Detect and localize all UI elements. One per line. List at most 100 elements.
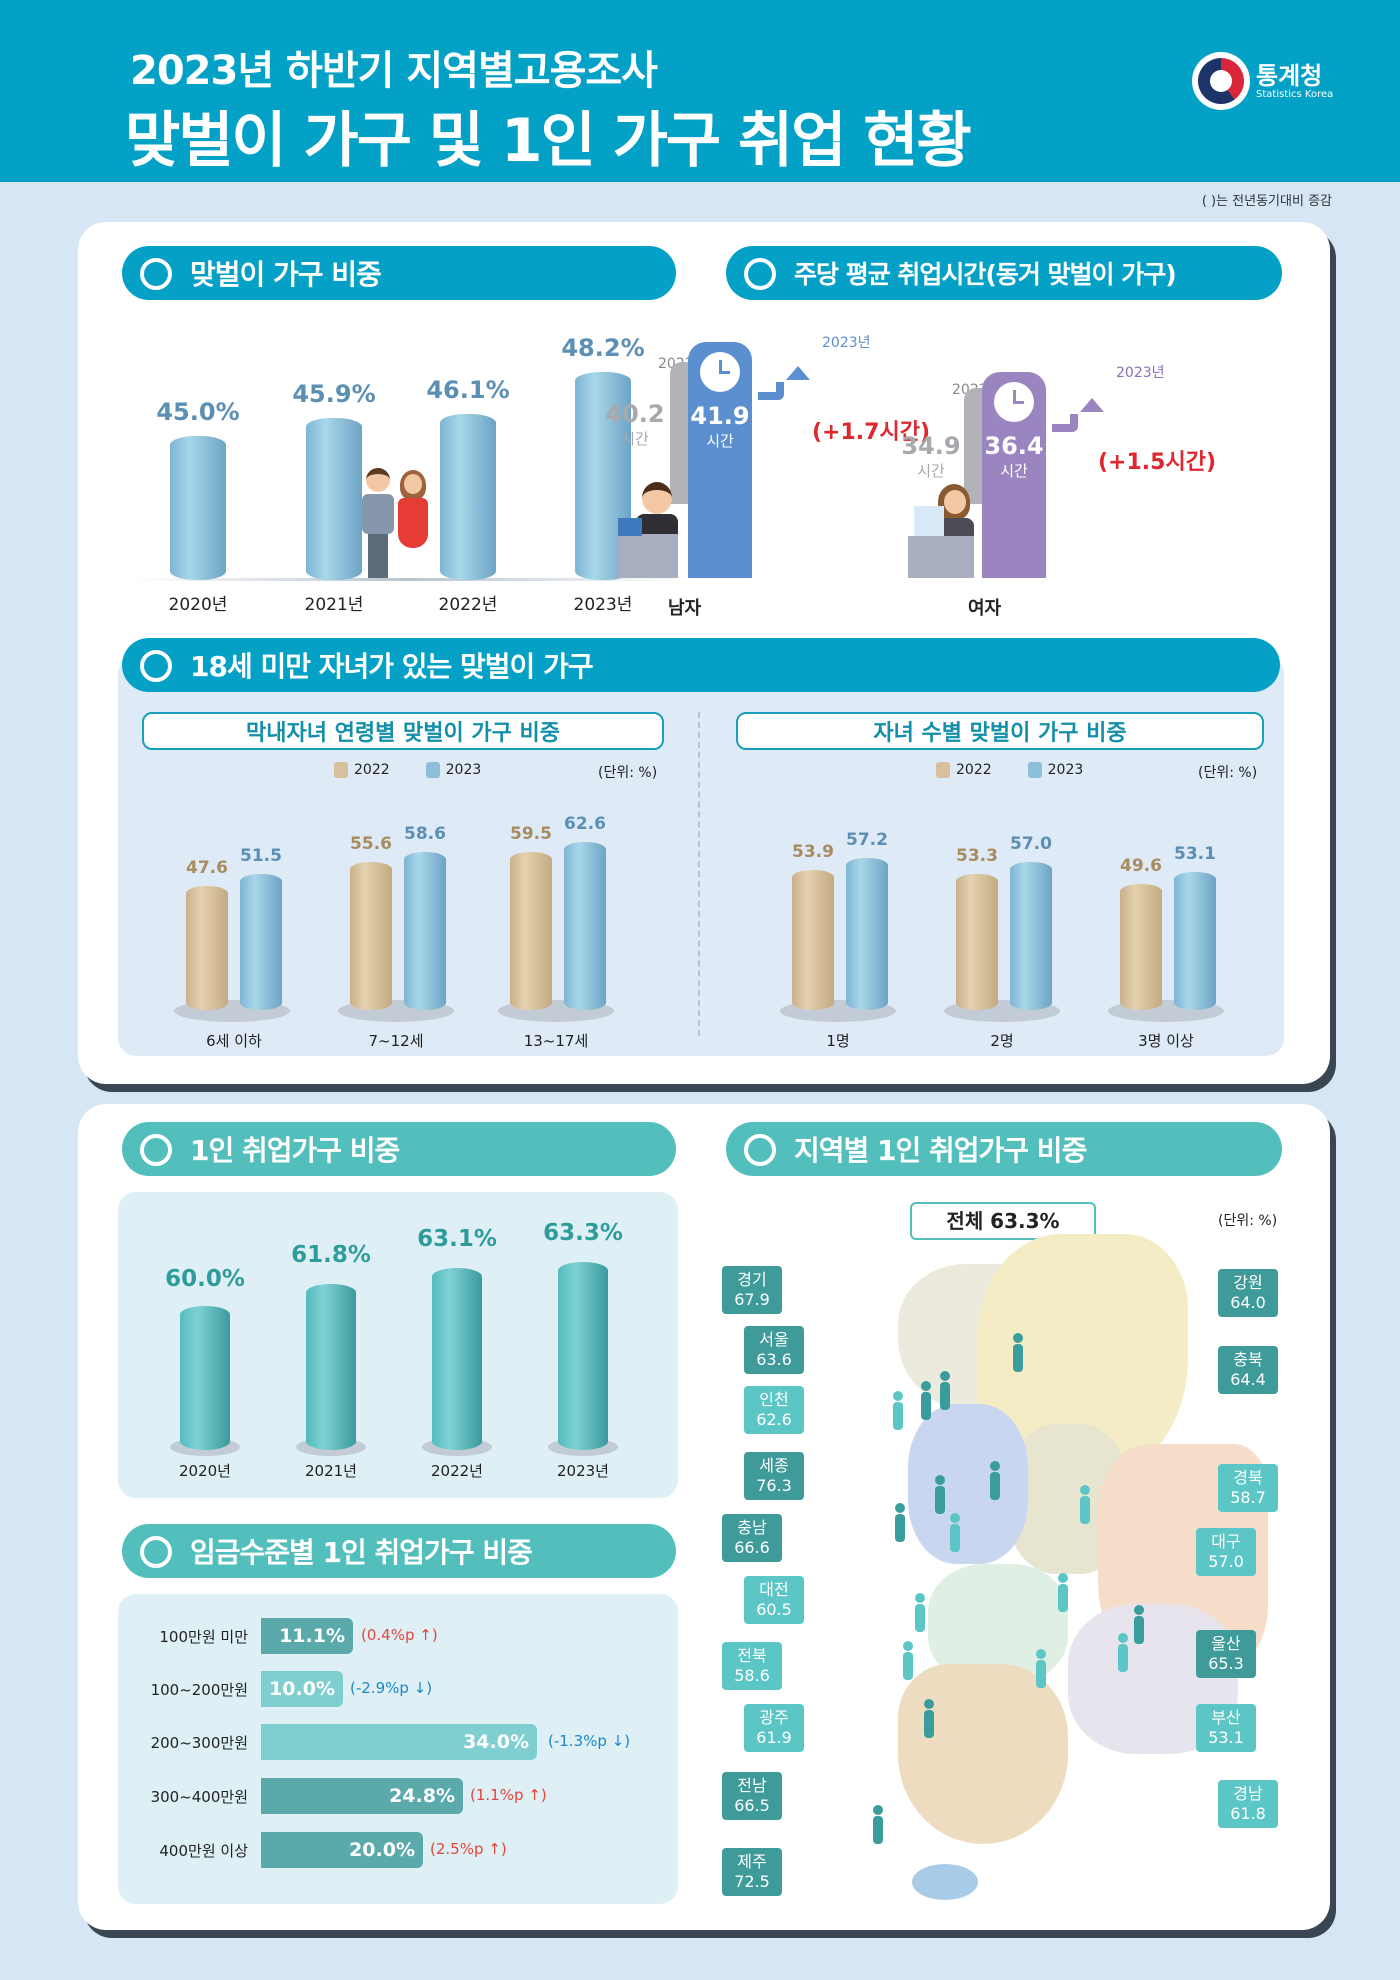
men-2023-value: 41.9 (690, 402, 750, 430)
unit-label: (단위: %) (1198, 765, 1258, 781)
section-title-single-by-region: 지역별 1인 취업가구 비중 (726, 1122, 1282, 1176)
couple-illustration-icon (360, 468, 432, 580)
bar-under-100: 11.1% (261, 1618, 353, 1654)
region-label-chungnam: 충남 66.6 (722, 1514, 782, 1562)
change-label: (1.1%p ↑) (470, 1786, 547, 1804)
men-2023-bar: 41.9 시간 (688, 342, 752, 578)
office-man-illustration-icon (618, 482, 698, 578)
bar-2023 (1010, 862, 1052, 1010)
change-label: (-2.9%p ↓) (350, 1679, 433, 1697)
change-label: (0.4%p ↑) (361, 1626, 438, 1644)
value-label: 48.2% (561, 334, 645, 362)
bar-100-200: 10.0% (261, 1671, 343, 1707)
yoy-note: ( )는 전년동기대비 증감 (1201, 194, 1332, 209)
value-label: 47.6 (186, 858, 228, 878)
bar-2023 (846, 858, 888, 1010)
women-2023-value: 36.4 (984, 432, 1044, 460)
value-label: 58.6 (404, 824, 446, 844)
person-icon (924, 1699, 934, 1738)
bar-2023 (404, 852, 446, 1010)
region-label-gyeonggi: 경기 67.9 (722, 1266, 782, 1314)
region-label-jeonnam: 전남 66.5 (722, 1772, 782, 1820)
map-region-chungnam (908, 1404, 1028, 1564)
single-household-card: 1인 취업가구 비중 지역별 1인 취업가구 비중 60.0% 61.8% 63… (78, 1104, 1330, 1930)
region-label-chungbuk: 충북 64.4 (1218, 1346, 1278, 1394)
office-woman-illustration-icon (908, 484, 992, 578)
y-label: 400만원 이상 (159, 1842, 248, 1860)
region-label-daegu: 대구 57.0 (1196, 1528, 1256, 1576)
change-label: (2.5%p ↑) (430, 1840, 507, 1858)
section-title-with-children: 18세 미만 자녀가 있는 맞벌이 가구 (122, 638, 1280, 692)
value-label: 53.9 (792, 842, 834, 862)
person-icon (940, 1371, 950, 1410)
value-label: 49.6 (1120, 856, 1162, 876)
value-label: 60.0% (165, 1266, 245, 1292)
bar-2022 (350, 862, 392, 1010)
bar-200-300: 34.0% (261, 1724, 537, 1760)
person-icon (915, 1593, 925, 1632)
person-icon (921, 1381, 931, 1420)
region-label-ulsan: 울산 65.3 (1196, 1630, 1256, 1678)
person-icon (873, 1805, 883, 1844)
x-label: 2020년 (168, 595, 228, 615)
logo-korean: 통계청 (1256, 61, 1323, 90)
y-label: 100만원 미만 (159, 1628, 248, 1646)
clock-icon (700, 352, 740, 392)
region-label-seoul: 서울 63.6 (744, 1326, 804, 1374)
x-label: 2명 (990, 1032, 1014, 1050)
person-icon (950, 1513, 960, 1552)
bar-2022 (792, 870, 834, 1010)
legend-label-2022: 2022 (956, 762, 992, 778)
map-region-jeju (912, 1864, 978, 1900)
region-label-gyeongbuk: 경북 58.7 (1218, 1464, 1278, 1512)
bar-2020 (170, 436, 226, 580)
x-label: 2021년 (305, 1462, 357, 1480)
y-label: 100~200만원 (150, 1681, 248, 1699)
value-label: 53.3 (956, 846, 998, 866)
x-label: 2023년 (557, 1462, 609, 1480)
page-title: 맞벌이 가구 및 1인 가구 취업 현황 (125, 106, 972, 176)
person-icon (1134, 1605, 1144, 1644)
value-label: 53.1 (1174, 844, 1216, 864)
x-label: 2023년 (573, 595, 633, 615)
legend-swatch-2023 (425, 762, 440, 778)
logo-english: Statistics Korea (1256, 88, 1334, 100)
value-label: 57.0 (1010, 834, 1052, 854)
person-icon (1080, 1485, 1090, 1524)
statistics-korea-logo: 통계청 Statistics Korea (1192, 52, 1333, 110)
women-label: 여자 (968, 598, 1002, 619)
bar-2023 (1174, 872, 1216, 1010)
page-header: 2023년 하반기 지역별고용조사 맞벌이 가구 및 1인 가구 취업 현황 통… (0, 0, 1400, 182)
map-region-jeonnam (898, 1664, 1068, 1844)
region-label-jeonbuk: 전북 58.6 (722, 1642, 782, 1690)
region-label-busan: 부산 53.1 (1196, 1704, 1256, 1752)
legend-label-2023: 2023 (1047, 762, 1084, 778)
x-label: 1명 (826, 1032, 850, 1050)
up-arrow-icon (1052, 414, 1078, 432)
x-label: 2020년 (179, 1462, 231, 1480)
men-change: (+1.7시간) (812, 420, 930, 445)
subtitle-child-count: 자녀 수별 맞벌이 가구 비중 (736, 712, 1264, 750)
bar-2023 (240, 874, 282, 1010)
women-2022-unit: 시간 (917, 462, 945, 480)
region-label-daejeon: 대전 60.5 (744, 1576, 804, 1624)
person-icon (1013, 1333, 1023, 1372)
bar-2020 (180, 1306, 230, 1450)
value-label: 45.9% (292, 380, 376, 408)
legend-swatch-2022 (936, 762, 950, 778)
person-icon (895, 1503, 905, 1542)
x-label: 3명 이상 (1138, 1032, 1194, 1050)
bar-2021 (306, 1284, 356, 1450)
value-label: 45.0% (156, 398, 240, 426)
bar-2022 (510, 852, 552, 1010)
person-icon (1058, 1573, 1068, 1612)
region-label-sejong: 세종 76.3 (744, 1452, 804, 1500)
section-title-single-by-wage: 임금수준별 1인 취업가구 비중 (122, 1524, 676, 1578)
bar-2023 (564, 842, 606, 1010)
bar-2021 (306, 418, 362, 580)
section-title-single-share: 1인 취업가구 비중 (122, 1122, 676, 1176)
up-arrow-icon (758, 382, 784, 400)
men-2023-tag: 2023년 (822, 335, 871, 351)
bar-2022 (956, 874, 998, 1010)
x-label: 2022년 (431, 1462, 483, 1480)
